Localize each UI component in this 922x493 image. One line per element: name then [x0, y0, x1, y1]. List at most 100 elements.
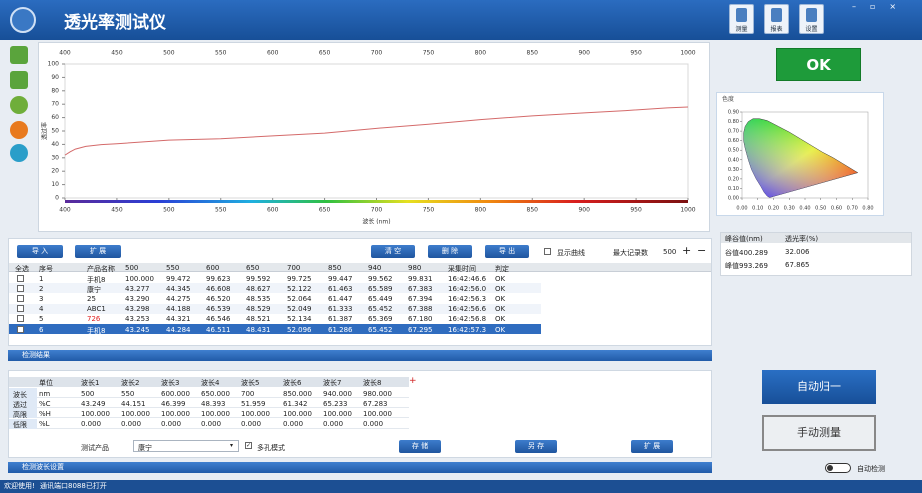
y-tick-label: 10	[51, 181, 59, 188]
records-cell: 99.592	[246, 274, 271, 283]
records-row[interactable]	[9, 313, 541, 324]
wavelength-section-bar[interactable]: 检测波长设置	[8, 462, 712, 473]
tool-icon[interactable]	[10, 71, 28, 89]
result-header: 单位	[39, 379, 53, 387]
row-checkbox[interactable]	[17, 294, 24, 302]
result-cell: 0.000	[323, 420, 344, 429]
tool-icon[interactable]	[10, 46, 28, 64]
row-checkbox[interactable]	[17, 305, 24, 313]
action-button[interactable]: 另 存	[515, 440, 557, 453]
x-tick-label: 600	[267, 207, 279, 214]
tool-icon[interactable]	[10, 144, 28, 162]
records-cell: 16:42:56.6	[448, 305, 487, 314]
x-tick-label-top: 400	[59, 50, 71, 57]
action-button[interactable]: 扩 展	[631, 440, 673, 453]
toolbar-button[interactable]: 导 入	[17, 245, 63, 258]
show-curve-checkbox[interactable]	[544, 248, 551, 255]
records-row[interactable]	[9, 324, 541, 334]
ok-button[interactable]: OK	[776, 48, 861, 81]
auto-detect-toggle[interactable]	[825, 463, 851, 473]
records-cell: ABC1	[87, 305, 106, 314]
records-cell: 99.725	[287, 274, 312, 283]
x-tick-label-top: 900	[578, 50, 590, 57]
manual-measure-button[interactable]: 手动测量	[762, 415, 876, 451]
row-checkbox[interactable]	[17, 325, 24, 333]
result-cell: 100.000	[363, 409, 392, 418]
product-value: 康宁	[138, 444, 152, 452]
records-cell: 99.472	[166, 274, 191, 283]
window-controls[interactable]: –▫×	[852, 2, 911, 11]
records-cell: 43.253	[125, 315, 150, 324]
titlebar-button-label: 报表	[770, 26, 783, 33]
decrement-button[interactable]: −	[697, 244, 707, 257]
titlebar-button[interactable]: 报表	[764, 4, 789, 34]
result-cell: 100.000	[201, 409, 230, 418]
chroma-y-tick-label: 0.80	[728, 119, 739, 125]
records-cell: 46.546	[206, 315, 231, 324]
records-cell: 100.000	[125, 274, 154, 283]
row-checkbox[interactable]	[17, 315, 24, 323]
toolbar-button[interactable]: 清 空	[371, 245, 415, 258]
result-cell: 0.000	[241, 420, 262, 429]
records-cell: 16:42:56.3	[448, 294, 487, 303]
toolbar-button[interactable]: 扩 展	[75, 245, 121, 258]
chroma-x-tick-label: 0.60	[831, 206, 842, 212]
result-cell: 44.151	[121, 399, 146, 408]
toolbar-button[interactable]: 删 除	[428, 245, 472, 258]
records-cell: 5	[39, 315, 44, 324]
result-cell: %C	[39, 399, 51, 408]
action-button[interactable]: 存 储	[399, 440, 441, 453]
result-label-cell	[9, 398, 37, 409]
toolbar-button[interactable]: 导 出	[485, 245, 529, 258]
records-header: 判定	[495, 265, 509, 273]
peak-table: 峰谷值(nm) 透光率(%) 谷值400.289 32.006 峰值993.269 67.…	[720, 232, 912, 276]
result-add[interactable]: +	[409, 376, 417, 386]
chroma-x-tick-label: 0.70	[847, 206, 858, 212]
titlebar-button[interactable]: 设置	[799, 4, 824, 34]
records-cell: 16:42:57.3	[448, 325, 487, 334]
records-header: 850	[328, 264, 342, 272]
records-row[interactable]	[9, 283, 541, 294]
records-cell: OK	[495, 284, 506, 293]
records-header: 采集时间	[448, 265, 476, 273]
titlebar-button[interactable]: 测量	[729, 4, 754, 34]
peak-header-row	[721, 233, 911, 243]
chroma-y-tick-label: 0.20	[728, 176, 739, 182]
peak-header: 透光率(%)	[785, 235, 819, 243]
max-records-value[interactable]: 500	[663, 248, 677, 256]
chroma-y-tick-label: 0.50	[728, 148, 739, 154]
y-tick-label: 80	[51, 87, 59, 94]
auto-normalize-button[interactable]: 自动归一	[762, 370, 876, 404]
chroma-x-tick-label: 0.20	[768, 206, 779, 212]
multi-hole-checkbox[interactable]: ✓	[245, 442, 252, 449]
button-icon	[771, 8, 782, 22]
button-icon	[736, 8, 747, 22]
result-header: 波长6	[283, 379, 302, 387]
x-tick-label: 750	[423, 207, 435, 214]
records-cell: 65.452	[368, 325, 393, 334]
records-row[interactable]	[9, 293, 541, 304]
records-header: 全选	[15, 265, 29, 273]
result-cell: 100.000	[81, 409, 110, 418]
result-row	[9, 388, 409, 398]
chroma-x-tick-label: 0.30	[784, 206, 795, 212]
records-row[interactable]	[9, 303, 541, 314]
result-cell: 46.399	[161, 399, 186, 408]
y-tick-label: 100	[48, 61, 60, 68]
x-tick-label-top: 650	[319, 50, 331, 57]
peak-header: 峰谷值(nm)	[725, 235, 763, 243]
increment-button[interactable]: +	[682, 244, 692, 257]
records-row[interactable]	[9, 273, 541, 283]
tool-icon[interactable]	[10, 121, 28, 139]
result-cell: 940.000	[323, 389, 352, 398]
result-header: 波长7	[323, 379, 342, 387]
tool-icon[interactable]	[10, 96, 28, 114]
records-cell: 44.188	[166, 305, 191, 314]
select-arrow: ▾	[230, 442, 234, 449]
y-tick-label: 0	[55, 195, 59, 202]
row-checkbox[interactable]	[17, 274, 24, 282]
row-checkbox[interactable]	[17, 284, 24, 292]
y-tick-label: 70	[51, 101, 59, 108]
product-select[interactable]: 康宁 ▾	[133, 440, 239, 452]
result-section-bar[interactable]: 检测结果	[8, 350, 712, 361]
